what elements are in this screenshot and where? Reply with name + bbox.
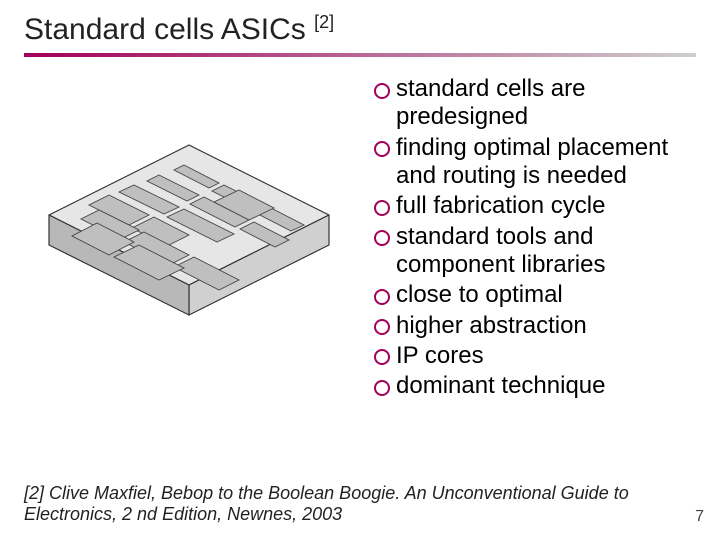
reference-text: [2] Clive Maxfiel, Bebop to the Boolean … bbox=[24, 483, 696, 526]
title-ref-marker: [2] bbox=[314, 12, 334, 32]
bullet-item: finding optimal placement and routing is… bbox=[374, 134, 696, 191]
figure-column bbox=[24, 75, 354, 355]
bullet-item: standard cells are predesigned bbox=[374, 75, 696, 132]
bullet-item: IP cores bbox=[374, 342, 696, 370]
asic-chip-icon bbox=[39, 135, 339, 355]
bullet-item: close to optimal bbox=[374, 281, 696, 309]
page-number: 7 bbox=[695, 508, 704, 526]
title-text: Standard cells ASICs bbox=[24, 13, 314, 46]
slide: Standard cells ASICs [2] bbox=[0, 0, 720, 540]
title-rule bbox=[24, 53, 696, 57]
content-row: standard cells are predesigned finding o… bbox=[24, 75, 696, 402]
bullet-list: standard cells are predesigned finding o… bbox=[374, 75, 696, 400]
bullets-column: standard cells are predesigned finding o… bbox=[366, 75, 696, 402]
bullet-item: full fabrication cycle bbox=[374, 192, 696, 220]
slide-title: Standard cells ASICs [2] bbox=[24, 12, 696, 47]
bullet-item: higher abstraction bbox=[374, 312, 696, 340]
bullet-item: standard tools and component libraries bbox=[374, 223, 696, 280]
bullet-item: dominant technique bbox=[374, 372, 696, 400]
